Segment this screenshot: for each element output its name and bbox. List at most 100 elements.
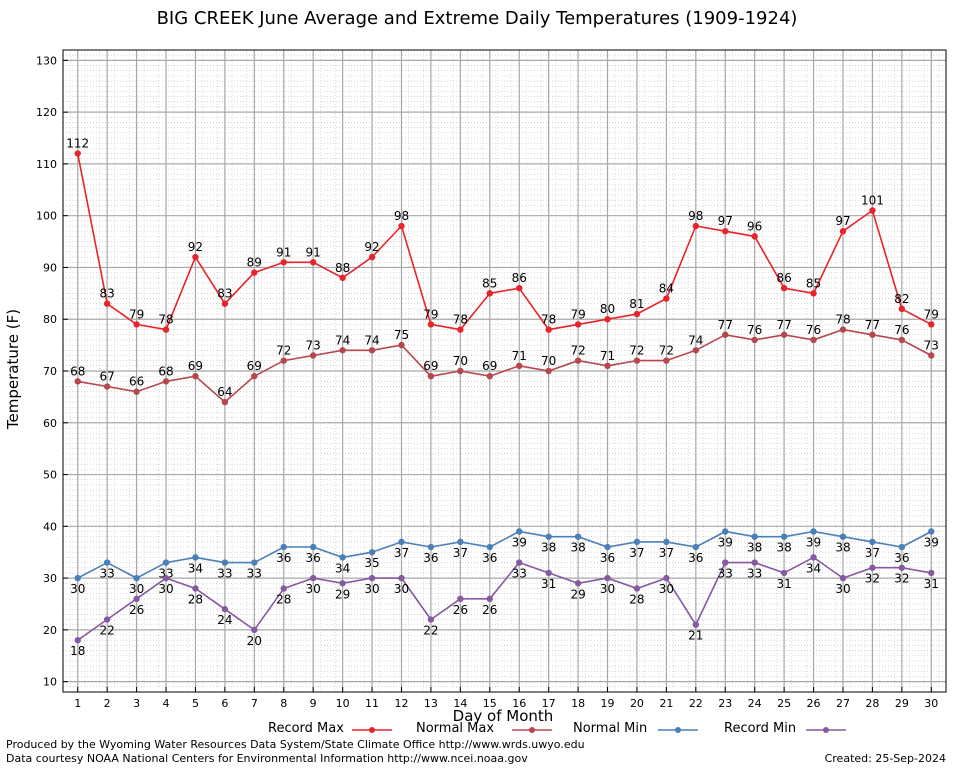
data-point: [486, 372, 493, 380]
y-tick-label: 70: [43, 365, 57, 378]
data-label: 69: [423, 359, 438, 373]
data-label: 33: [158, 567, 173, 581]
data-label: 18: [70, 644, 85, 658]
x-tick-label: 26: [807, 697, 821, 710]
x-tick-label: 24: [748, 697, 762, 710]
data-point: [574, 321, 582, 328]
data-point: [103, 383, 111, 390]
y-tick-label: 130: [36, 54, 57, 67]
data-label: 37: [629, 546, 644, 560]
y-tick-label: 90: [43, 261, 57, 274]
data-point: [692, 222, 700, 230]
data-label: 76: [894, 323, 909, 337]
data-point: [280, 357, 287, 364]
data-point: [574, 357, 582, 364]
data-label: 77: [718, 318, 733, 332]
series-line: [77, 530, 932, 580]
data-label: 36: [600, 551, 615, 565]
data-point: [516, 362, 523, 370]
data-label: 69: [482, 359, 497, 373]
data-point: [221, 605, 229, 613]
data-point: [162, 326, 170, 333]
data-label: 70: [453, 354, 468, 368]
data-label: 72: [570, 344, 585, 358]
data-label: 97: [718, 214, 733, 228]
data-label: 81: [629, 297, 644, 311]
data-point: [368, 549, 376, 556]
data-point: [457, 326, 464, 333]
data-label: 78: [158, 313, 173, 327]
x-tick-label: 4: [163, 697, 170, 710]
data-label: 36: [894, 551, 909, 565]
data-point: [604, 316, 611, 323]
data-label: 38: [776, 541, 791, 555]
x-tick-label: 18: [571, 697, 585, 710]
data-label: 69: [247, 359, 262, 373]
data-label: 22: [100, 624, 115, 638]
footer-created: Created: 25-Sep-2024: [824, 752, 946, 765]
data-point: [928, 569, 935, 577]
data-point: [780, 331, 788, 338]
data-label: 70: [541, 354, 556, 368]
data-label: 82: [894, 292, 909, 306]
data-label: 84: [659, 282, 674, 296]
data-label: 74: [688, 333, 703, 347]
data-label: 79: [924, 307, 939, 321]
y-tick-label: 120: [36, 106, 57, 119]
series-line: [77, 328, 932, 404]
data-label: 73: [306, 338, 321, 352]
data-label: 91: [306, 245, 321, 259]
x-tick-label: 27: [836, 697, 850, 710]
x-tick-label: 1: [74, 697, 81, 710]
data-point: [839, 326, 847, 333]
data-point: [280, 585, 287, 592]
data-label: 36: [276, 551, 291, 565]
x-tick-label: 14: [453, 697, 467, 710]
y-tick-label: 80: [43, 313, 57, 326]
data-label: 26: [482, 603, 497, 617]
x-tick-label: 21: [659, 697, 673, 710]
data-point: [162, 574, 170, 582]
data-label: 39: [806, 536, 821, 550]
data-label: 72: [629, 344, 644, 358]
data-point: [898, 564, 906, 571]
data-label: 64: [217, 385, 232, 399]
data-label: 32: [894, 572, 909, 586]
data-point: [339, 554, 346, 561]
data-point: [74, 150, 81, 157]
data-point: [309, 574, 317, 582]
x-tick-label: 11: [365, 697, 379, 710]
data-point: [751, 336, 758, 344]
data-point: [368, 347, 376, 354]
data-point: [103, 300, 111, 307]
data-label: 67: [100, 370, 115, 384]
data-point: [457, 538, 464, 546]
data-label: 98: [688, 209, 703, 223]
data-label: 38: [570, 541, 585, 555]
data-label: 88: [335, 261, 350, 275]
data-point: [280, 259, 287, 266]
data-label: 78: [835, 313, 850, 327]
x-tick-label: 7: [251, 697, 258, 710]
data-point: [545, 367, 552, 375]
legend-label: Normal Min: [573, 721, 648, 736]
data-label: 30: [835, 582, 850, 596]
data-label: 68: [70, 364, 85, 378]
x-tick-label: 13: [424, 697, 438, 710]
data-point: [898, 543, 906, 551]
data-label: 37: [453, 546, 468, 560]
data-point: [810, 528, 817, 535]
data-point: [780, 533, 788, 540]
data-point: [604, 362, 611, 370]
data-label: 31: [541, 577, 556, 591]
data-point: [251, 372, 258, 380]
data-point: [928, 528, 935, 535]
data-point: [309, 543, 317, 551]
data-point: [545, 326, 552, 333]
data-point: [663, 357, 670, 364]
data-label: 33: [100, 567, 115, 581]
data-label: 21: [688, 629, 703, 643]
data-label: 24: [217, 613, 232, 627]
data-point: [133, 574, 140, 582]
data-point: [633, 538, 641, 546]
